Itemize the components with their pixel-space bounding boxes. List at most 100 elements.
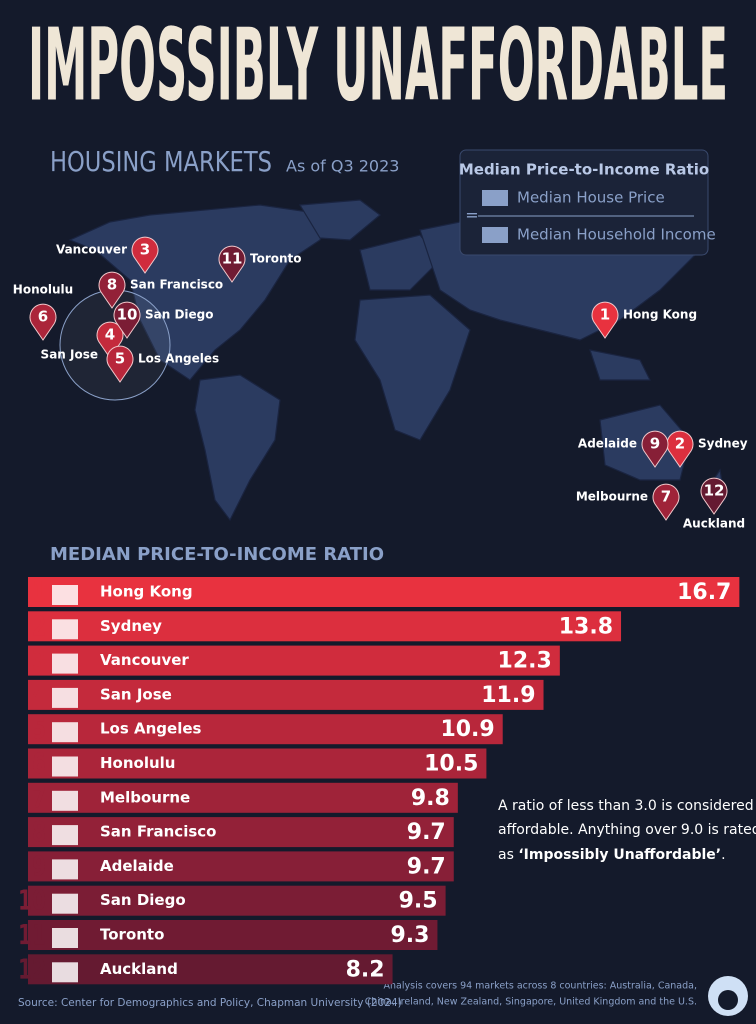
pin-label: Los Angeles xyxy=(138,352,219,366)
pin xyxy=(113,301,141,339)
category-label: Vancouver xyxy=(100,651,189,669)
note: A ratio of less than 3.0 is considered a… xyxy=(498,798,756,863)
category-label: Adelaide xyxy=(100,857,174,875)
note-line: A ratio of less than 3.0 is considered xyxy=(498,798,754,814)
pin-label: Auckland xyxy=(683,517,745,531)
pin-label: Hong Kong xyxy=(623,308,697,322)
pin-rank: 5 xyxy=(115,350,125,368)
bar xyxy=(28,851,454,882)
chart-title: MEDIAN PRICE-TO-INCOME RATIO xyxy=(50,544,384,565)
value-label: 8.2 xyxy=(346,957,385,982)
pin-rank: 8 xyxy=(107,276,117,294)
bar xyxy=(28,885,446,916)
pin-rank: 11 xyxy=(222,250,243,268)
bar xyxy=(28,954,393,985)
value-label: 9.8 xyxy=(411,786,450,811)
logo xyxy=(708,976,748,1016)
pin-rank: 4 xyxy=(105,326,115,344)
skyline-icon xyxy=(52,687,78,708)
title: IMPOSSIBLY UNAFFORDABLE xyxy=(28,6,728,123)
category-label: San Diego xyxy=(100,891,186,909)
bar xyxy=(28,782,458,813)
pin xyxy=(29,303,57,341)
pin-label: Melbourne xyxy=(576,490,648,504)
note-emphasis: ‘Impossibly Unaffordable’ xyxy=(518,847,721,863)
source: Source: Center for Demographics and Poli… xyxy=(18,997,402,1009)
pin-label: Honolulu xyxy=(13,283,73,297)
rank: 6 xyxy=(32,747,46,780)
rank: 12 xyxy=(18,952,46,985)
category-label: Honolulu xyxy=(100,754,175,772)
note-line: . xyxy=(721,847,725,863)
bar xyxy=(28,611,622,642)
skyline-icon xyxy=(52,859,78,880)
rank: 4 xyxy=(32,678,46,711)
note-line: as xyxy=(498,847,518,863)
skyline-icon xyxy=(52,653,78,674)
pin xyxy=(98,271,126,309)
value-label: 10.9 xyxy=(440,717,494,742)
pin-label: San Diego xyxy=(145,308,214,322)
bar xyxy=(28,714,503,745)
category-label: Sydney xyxy=(100,617,162,635)
pin xyxy=(652,483,680,521)
category-label: Toronto xyxy=(100,926,164,944)
pin xyxy=(700,477,728,515)
analysis: Analysis covers 94 markets across 8 coun… xyxy=(384,981,697,992)
pin-rank: 7 xyxy=(661,488,671,506)
rank: 3 xyxy=(32,644,46,677)
subtitle: HOUSING MARKETS xyxy=(50,145,272,178)
skyline-icon xyxy=(52,756,78,777)
value-label: 10.5 xyxy=(424,752,478,777)
pin-rank: 10 xyxy=(117,306,138,324)
rank: 2 xyxy=(32,609,46,642)
pin-rank: 2 xyxy=(675,435,685,453)
numerator: Median House Price xyxy=(517,189,665,207)
skyline-icon xyxy=(52,825,78,846)
pin-rank: 1 xyxy=(600,306,610,324)
legend-title: Median Price-to-Income Ratio xyxy=(459,161,709,179)
pin-label: San Jose xyxy=(41,348,98,362)
equals: = xyxy=(465,206,478,225)
date: As of Q3 2023 xyxy=(286,157,399,176)
pin-rank: 3 xyxy=(140,241,150,259)
value-label: 9.3 xyxy=(390,923,429,948)
note-line: affordable. Anything over 9.0 is rated xyxy=(498,822,756,838)
rank: 9 xyxy=(32,849,46,882)
value-label: 9.7 xyxy=(407,820,446,845)
formula-legend: Median Price-to-Income Ratio = Median Ho… xyxy=(459,149,716,256)
rank: 5 xyxy=(32,712,46,745)
skyline-icon xyxy=(52,619,78,640)
pin xyxy=(131,236,159,274)
pin-label: San Francisco xyxy=(130,278,223,292)
skyline-icon xyxy=(52,585,78,605)
category-label: Melbourne xyxy=(100,788,190,806)
rank: 7 xyxy=(32,781,46,814)
bar xyxy=(28,577,740,607)
value-label: 9.7 xyxy=(407,854,446,879)
pin xyxy=(641,430,669,468)
skyline-icon xyxy=(52,962,78,983)
bar xyxy=(28,645,560,676)
value-label: 16.7 xyxy=(677,580,731,605)
pin xyxy=(591,301,619,339)
pin xyxy=(106,345,134,383)
rank: 10 xyxy=(18,884,46,917)
pin-rank: 12 xyxy=(704,482,725,500)
pin-label: Toronto xyxy=(250,252,302,266)
value-label: 9.5 xyxy=(399,889,438,914)
pin xyxy=(96,321,124,359)
bar xyxy=(28,920,438,950)
value-label: 11.9 xyxy=(481,683,535,708)
pin-rank: 6 xyxy=(38,308,48,326)
pin-label: Sydney xyxy=(698,437,748,451)
category-label: Auckland xyxy=(100,960,178,978)
category-label: Los Angeles xyxy=(100,720,202,738)
rank: 11 xyxy=(18,918,46,951)
analysis: China, Ireland, New Zealand, Singapore, … xyxy=(365,997,697,1008)
skyline-icon xyxy=(52,722,78,743)
category-label: San Jose xyxy=(100,685,172,703)
pin-label: Vancouver xyxy=(56,243,127,257)
pin-label: Adelaide xyxy=(578,437,637,451)
